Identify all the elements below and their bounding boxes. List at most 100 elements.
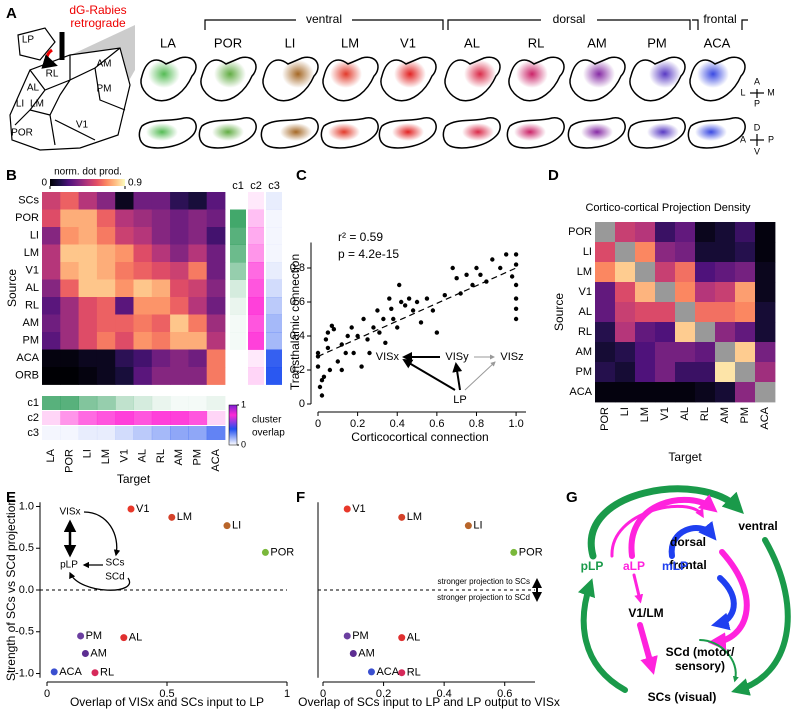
data-point [223,522,231,530]
flatmap-outline [629,56,686,102]
heatmap-cell [151,262,171,280]
panel-label: E [6,489,16,506]
heatmap-cell [42,227,61,245]
label-density [282,60,314,88]
annotation: stronger projection to SCd [437,593,530,602]
heatmap-cell [715,282,736,303]
row-label: LI [30,230,39,242]
cluster-label: c1 [232,180,244,192]
diagonal-cell [695,322,716,343]
circuit-label: pLP [581,559,604,573]
heatmap-cell [206,332,226,350]
data-point [513,252,519,257]
heatmap-cell [78,367,98,385]
heatmap-cell [595,382,616,403]
heatmap-cell [170,367,189,385]
point-label: RL [100,667,114,679]
heatmap-cell [151,314,171,333]
flatmap [444,56,501,102]
label-density [394,60,426,88]
heatmap-cell [115,349,134,368]
data-point [458,291,463,296]
cluster-cell [230,209,246,228]
data-point [509,274,515,279]
heatmap-cell [60,244,79,263]
cluster-cell [42,426,61,440]
heatmap-cell [151,349,171,368]
heatmap-cell [615,322,636,343]
data-point [91,669,99,677]
cluster-cell [188,426,208,440]
cluster-cell [42,411,61,425]
heatmap-cell [675,322,696,343]
label-density [392,123,424,141]
data-point [50,668,58,676]
heatmap-cell [695,242,716,263]
cluster-cell [230,279,246,298]
heatmap-cell [188,227,208,245]
heatmap-cell [60,209,79,228]
heatmap-cell [188,192,208,210]
cluster-cell [248,244,264,263]
flatmap-outline [138,117,197,149]
heatmap-cell [42,332,61,350]
flatmap-outline [198,117,257,149]
heatmap-cell [60,279,79,298]
data-point [377,330,382,335]
area-label: LP [22,35,35,46]
heatmap-cell [151,367,171,385]
diagonal-cell [715,342,736,363]
flatmap [567,117,626,149]
heatmap-cell [615,222,636,243]
data-point [513,296,519,301]
orientation-label: M [767,87,775,97]
heatmap-cell [151,332,171,350]
heatmap-cell [595,242,616,263]
heatmap-cell [96,367,116,385]
heatmap-cell [735,322,756,343]
heatmap-cell [115,262,134,280]
cluster-cell [248,227,264,245]
data-point [261,548,269,556]
cluster-cell [115,396,134,410]
cluster-cell [248,209,264,228]
heatmap-cell [96,244,116,263]
heatmap-cell [655,322,676,343]
cluster-cell [151,411,171,425]
area-label: RL [46,69,59,80]
data-point [349,325,354,330]
cluster-cell [248,297,264,315]
x-tick-label: 0.4 [390,418,405,430]
y-tick-label: -1.0 [15,667,34,679]
colorbar-tick-label: 1 [241,399,246,409]
colorbar-tick-label: 0 [41,178,47,189]
heatmap-cell [635,382,656,403]
region-label: RL [528,35,545,50]
row-label: POR [15,212,39,224]
flatmap-outline [569,56,626,102]
column-label: V1 [118,449,130,462]
diagonal-cell [655,282,676,303]
column-label: LM [639,407,651,422]
cluster-cell [266,349,282,368]
data-point [325,345,331,351]
cluster-cell [230,297,246,315]
heatmap-cell [133,279,153,298]
heatmap-cell [675,362,696,383]
label-density [146,123,178,141]
data-point [321,374,327,379]
heatmap-cell [78,209,98,228]
cluster-cell [230,332,246,350]
area-label: LM [30,99,44,110]
column-label: POR [599,407,611,431]
heatmap-cell [133,297,153,315]
cluster-cell [230,192,246,210]
heatmap-cell [635,362,656,383]
data-point [327,367,333,373]
cluster-cell [266,332,282,350]
cluster-cell [151,396,171,410]
heatmap-cell [735,222,756,243]
cluster-cell [96,411,116,425]
x-tick-label: 0.5 [159,688,174,700]
row-label: AM [576,346,593,358]
